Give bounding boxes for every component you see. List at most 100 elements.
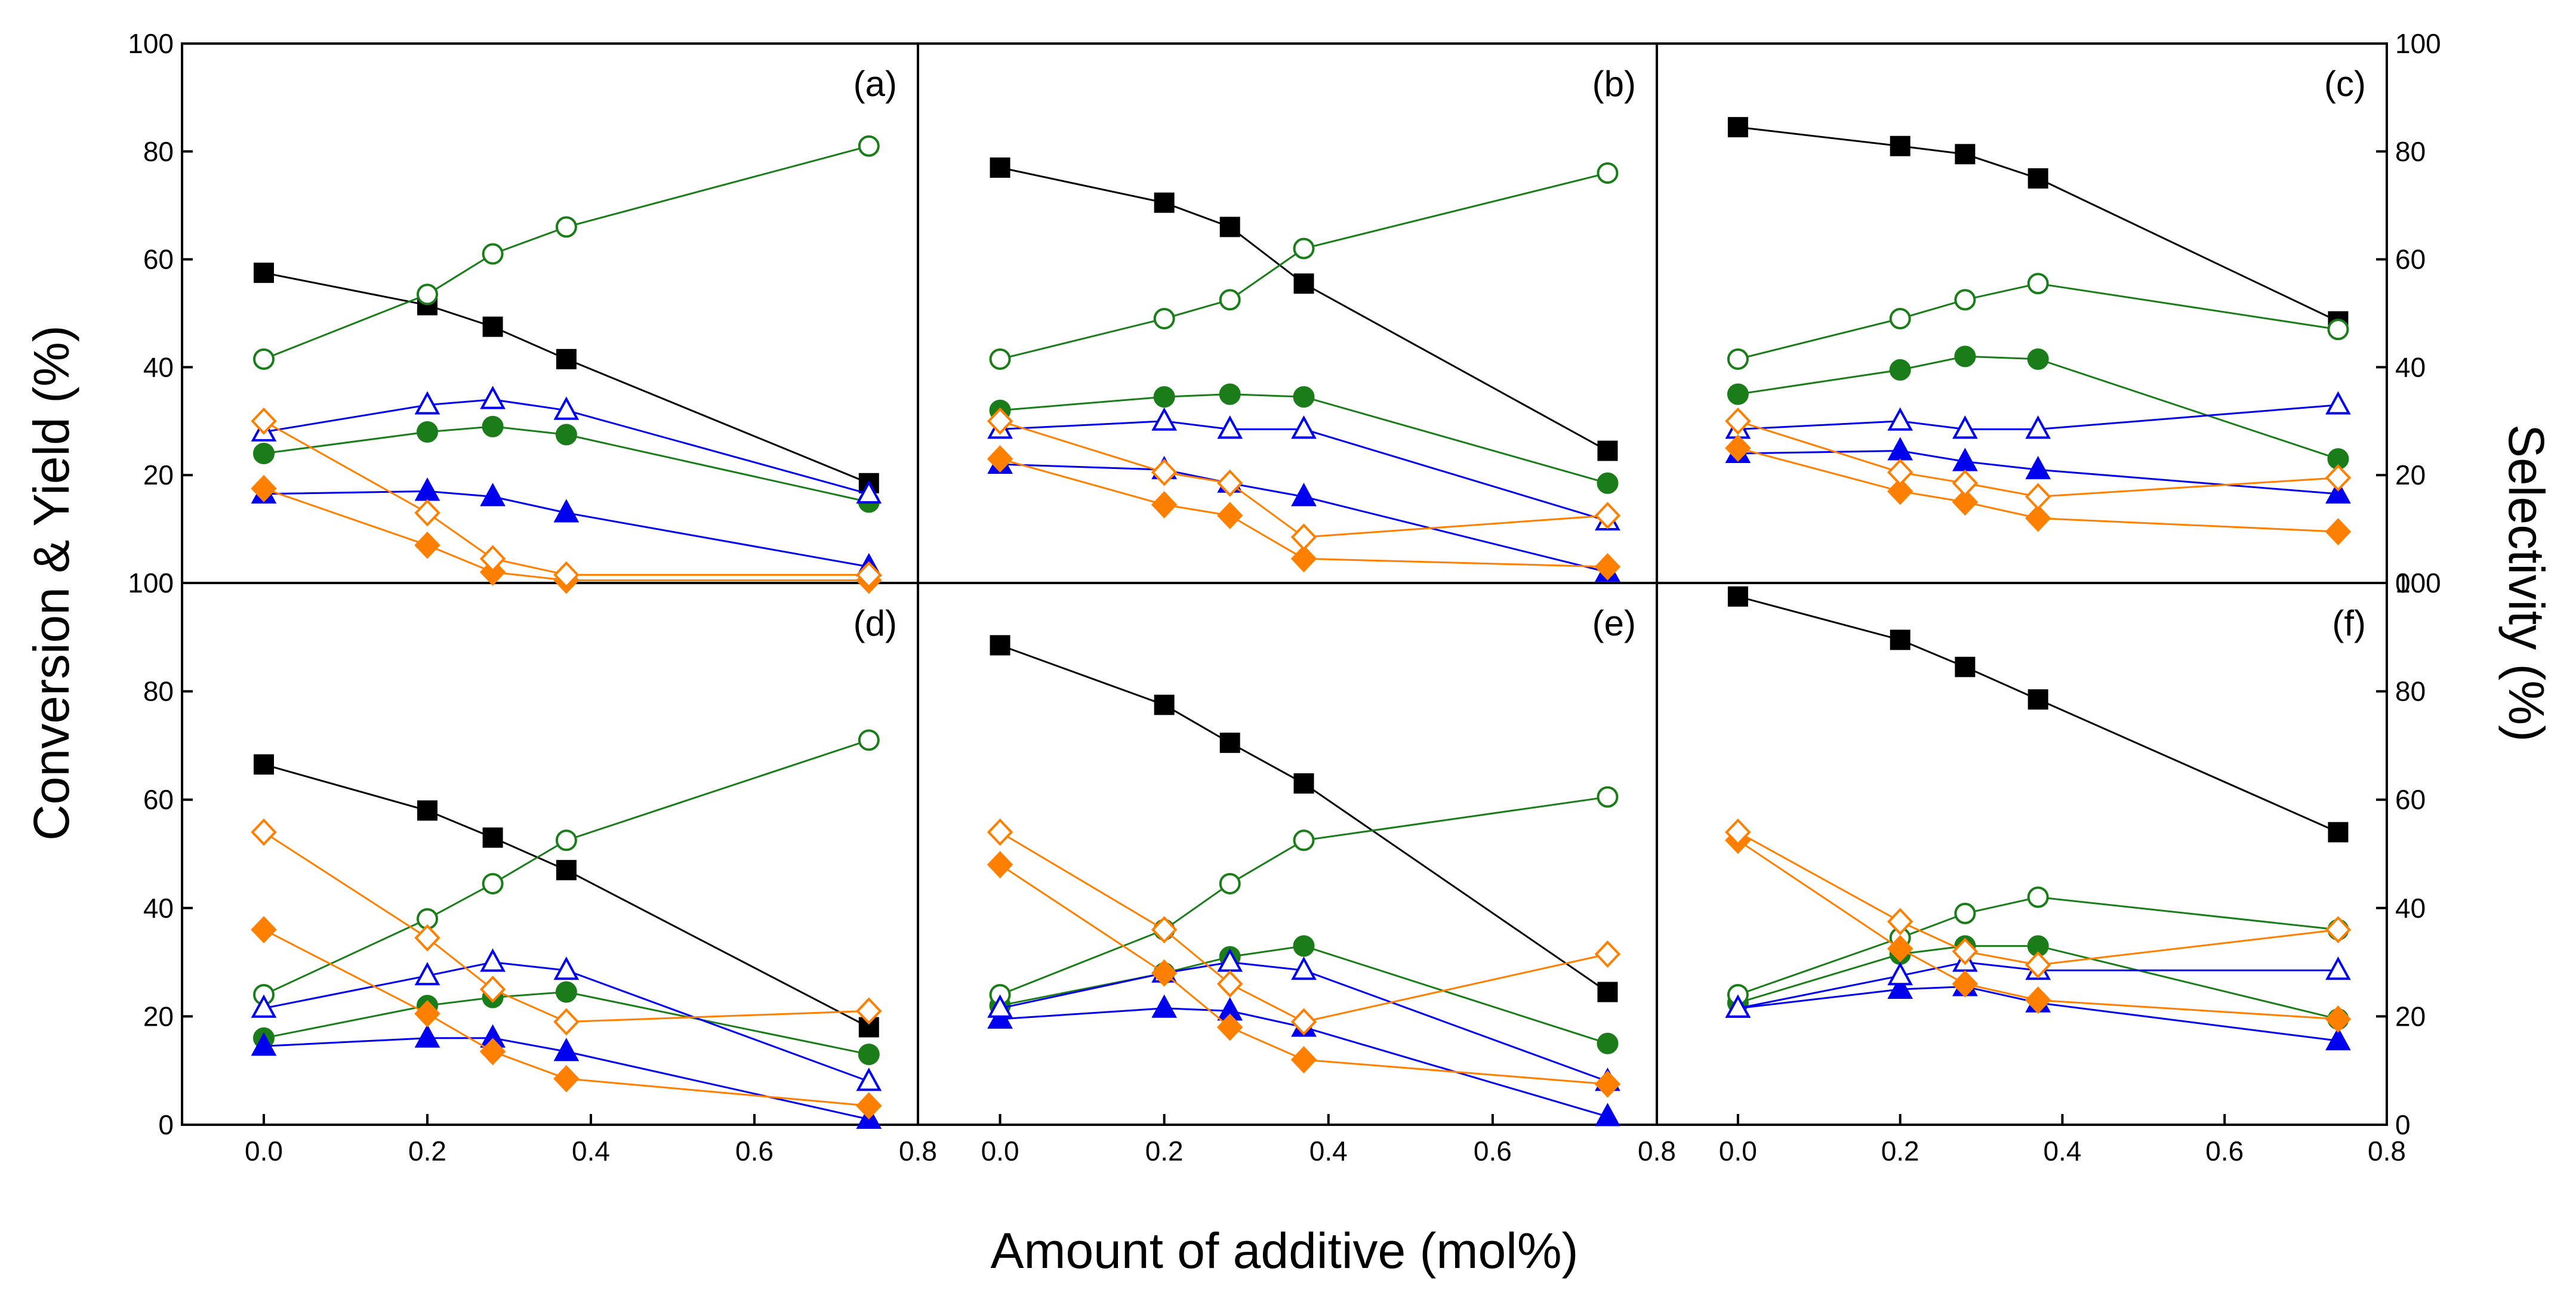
data-point-s6 — [987, 445, 1013, 473]
data-series — [251, 117, 2352, 1129]
data-point-s5 — [856, 480, 882, 504]
data-point-s7 — [1290, 523, 1317, 551]
panel-labels: (a) (b) (c) (d) (e) (f) — [853, 64, 2366, 643]
data-point-s1 — [1890, 135, 1911, 156]
data-point-s2 — [1293, 386, 1315, 408]
y-tick-label-right: 0 — [2395, 1109, 2411, 1140]
y-tick-label-left: 40 — [143, 893, 174, 924]
x-tick-label: 0.0 — [245, 1135, 283, 1167]
data-point-s3 — [1219, 872, 1241, 894]
y-tick-label-left: 80 — [143, 676, 174, 707]
panel-label: (d) — [853, 603, 897, 643]
y-tick-label-right: 100 — [2395, 28, 2441, 59]
data-point-s6 — [2325, 518, 2352, 546]
data-point-s4 — [1887, 975, 1913, 999]
data-point-s4 — [553, 1038, 580, 1062]
data-point-s6 — [1887, 934, 1913, 962]
data-point-s5 — [1887, 962, 1913, 986]
y-axis-title-left: Conversion & Yield (%) — [23, 325, 79, 841]
data-point-s3 — [2027, 273, 2049, 295]
panel-frame-0 — [181, 42, 919, 584]
data-point-s4 — [553, 499, 580, 523]
data-point-s1 — [556, 860, 577, 881]
data-point-s5 — [1291, 956, 1317, 980]
data-point-s6 — [1216, 502, 1243, 529]
x-tick-label: 0.4 — [1309, 1135, 1348, 1167]
data-point-s5 — [553, 956, 580, 980]
data-point-s5 — [414, 391, 440, 415]
data-point-s1 — [2027, 689, 2048, 710]
x-tick-label: 0.4 — [2043, 1135, 2081, 1167]
data-point-s1 — [482, 316, 503, 337]
data-point-s6 — [251, 474, 277, 502]
y-tick-label-left: 80 — [143, 136, 174, 167]
data-point-s3 — [2327, 319, 2349, 341]
data-point-s5 — [1291, 415, 1317, 439]
data-point-s1 — [1597, 440, 1618, 461]
data-point-s5 — [2025, 415, 2051, 439]
x-tick-label: 0.2 — [1145, 1135, 1184, 1167]
y-tick-label-left: 0 — [158, 1109, 174, 1140]
panel-label: (f) — [2332, 603, 2366, 643]
data-point-s1 — [990, 157, 1010, 178]
data-point-s1 — [1727, 586, 1748, 607]
data-point-s4 — [414, 477, 440, 501]
x-tick-label: 0.6 — [1474, 1135, 1512, 1167]
data-point-s1 — [1219, 732, 1240, 753]
panel-frame-4 — [917, 582, 1658, 1126]
series-line-s3 — [263, 145, 870, 360]
series-line-s1 — [1000, 166, 1609, 452]
data-point-s5 — [251, 994, 277, 1018]
x-tick-label: 0.0 — [1719, 1135, 1757, 1167]
data-point-s5 — [1952, 415, 1978, 439]
panel-series-3 — [251, 729, 882, 1129]
data-point-s1 — [1219, 217, 1240, 237]
panel-label: (b) — [1592, 64, 1636, 104]
data-point-s7 — [553, 561, 580, 589]
data-point-s3 — [1889, 308, 1911, 330]
data-point-s1 — [254, 754, 274, 775]
data-point-s4 — [2325, 480, 2351, 504]
data-point-s5 — [553, 396, 580, 420]
data-point-s4 — [2025, 455, 2051, 480]
data-point-s1 — [1293, 273, 1314, 294]
panel-frame-5 — [1656, 582, 2388, 1126]
data-point-s6 — [414, 999, 440, 1027]
y-tick-label-right: 100 — [2395, 567, 2441, 598]
y-tick-label-right: 80 — [2395, 676, 2426, 707]
data-point-s5 — [414, 962, 440, 986]
data-point-s2 — [1153, 386, 1175, 408]
data-point-s2 — [482, 415, 504, 437]
data-point-s6 — [1594, 1070, 1621, 1098]
x-tick-label: 0.6 — [735, 1135, 774, 1167]
data-point-s5 — [1217, 415, 1243, 439]
data-point-s1 — [254, 263, 274, 283]
data-point-s7 — [479, 976, 506, 1003]
data-point-s2 — [555, 424, 577, 446]
data-point-s5 — [1887, 407, 1913, 431]
data-point-s5 — [1725, 994, 1751, 1018]
data-point-s6 — [479, 1038, 506, 1066]
x-tick-label: 0.2 — [1881, 1135, 1919, 1167]
data-point-s3 — [1954, 289, 1976, 311]
data-point-s3 — [989, 348, 1011, 370]
data-point-s7 — [1952, 937, 1979, 965]
data-point-s3 — [1597, 786, 1619, 808]
data-point-s7 — [1216, 469, 1243, 497]
data-point-s1 — [1154, 695, 1175, 715]
data-point-s7 — [987, 407, 1013, 435]
panel-series-0 — [251, 135, 882, 594]
data-point-s3 — [1293, 237, 1315, 260]
data-point-s3 — [1153, 308, 1175, 330]
data-point-s6 — [414, 531, 440, 559]
y-tick-label-right: 40 — [2395, 351, 2426, 382]
data-point-s7 — [251, 818, 277, 846]
data-point-s7 — [553, 1008, 580, 1036]
data-point-s7 — [414, 924, 440, 952]
panel-series-5 — [1725, 586, 2352, 1051]
data-point-s4 — [414, 1024, 440, 1048]
data-point-s3 — [858, 135, 880, 157]
data-point-s7 — [1887, 908, 1913, 936]
series-line-s3 — [1000, 172, 1608, 360]
data-point-s2 — [253, 443, 275, 465]
